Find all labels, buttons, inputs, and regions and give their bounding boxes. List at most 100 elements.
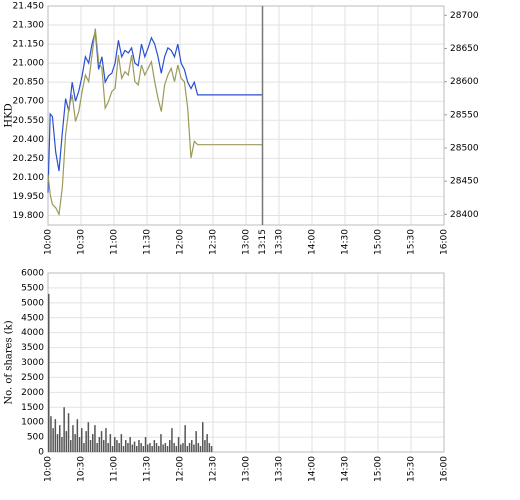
volume-bar	[138, 440, 140, 452]
volume-bar	[175, 446, 178, 452]
volume-bar	[50, 416, 52, 452]
y-axis-label: HKD	[4, 103, 15, 127]
y-tick-label: 0	[38, 448, 44, 458]
volume-bar	[184, 425, 186, 452]
y-tick-label: 5500	[21, 283, 44, 293]
volume-bar	[103, 440, 105, 452]
volume-bar	[81, 428, 83, 452]
volume-bar	[67, 413, 70, 452]
volume-bar	[129, 437, 131, 452]
y-tick-label: 1000	[21, 418, 44, 428]
volume-bar	[133, 441, 136, 452]
volume-bar	[144, 437, 147, 452]
volume-bar	[210, 446, 213, 452]
y-tick-label: 21.450	[13, 2, 45, 12]
y-axis-label: No. of shares (k)	[4, 320, 15, 404]
x-tick-label: 14:00	[308, 229, 318, 255]
volume-bar	[199, 446, 202, 452]
volume-bar	[98, 437, 101, 452]
x-tick-label: 13:00	[242, 229, 252, 255]
y2-tick-label: 28450	[450, 177, 479, 187]
x-tick-label: 15:30	[407, 229, 417, 255]
volume-bar	[202, 422, 204, 452]
x-tick-label: 10:00	[44, 456, 54, 482]
y-tick-label: 5000	[21, 298, 44, 308]
x-tick-label: 14:30	[341, 456, 351, 482]
y-tick-label: 20.100	[13, 173, 45, 183]
y2-tick-label: 28500	[450, 144, 479, 154]
volume-bar	[74, 434, 76, 452]
volume-bar	[70, 440, 72, 452]
price-line	[47, 28, 263, 217]
y-tick-label: 20.250	[13, 154, 45, 164]
x-tick-label: 10:00	[44, 229, 54, 255]
volume-bar	[105, 428, 107, 452]
volume-bar	[208, 443, 211, 452]
volume-bar	[109, 434, 112, 452]
volume-bar	[122, 446, 125, 452]
volume-bar	[136, 446, 138, 452]
volume-bar	[125, 440, 127, 452]
volume-bar	[78, 437, 81, 452]
y-tick-label: 500	[27, 433, 44, 443]
y-tick-label: 21.150	[13, 40, 45, 50]
volume-bar	[107, 443, 109, 452]
y-tick-label: 19.800	[13, 211, 45, 221]
volume-bar	[142, 446, 145, 452]
x-tick-label: 13:30	[275, 229, 285, 255]
x-tick-label: 11:00	[110, 456, 120, 482]
volume-bar	[116, 440, 118, 452]
y2-tick-label: 28650	[450, 44, 479, 54]
volume-bar	[54, 419, 57, 452]
y-tick-label: 2500	[21, 373, 44, 383]
volume-bar	[193, 444, 195, 452]
volume-bar	[151, 446, 153, 452]
y-tick-label: 20.850	[13, 78, 45, 88]
volume-bar	[111, 446, 114, 452]
price-line	[47, 31, 263, 193]
y-tick-label: 3500	[21, 343, 44, 353]
x-tick-label: 15:00	[374, 456, 384, 482]
volume-bar	[182, 443, 184, 452]
volume-bar	[96, 443, 98, 452]
volume-bar	[153, 440, 156, 452]
plot-frame	[47, 5, 445, 226]
x-tick-label: 11:30	[143, 229, 153, 255]
volume-bar	[118, 443, 120, 452]
volume-bar	[94, 425, 96, 452]
volume-bar	[92, 434, 94, 452]
x-tick-label: 12:00	[176, 456, 186, 482]
y2-tick-label: 28550	[450, 110, 479, 120]
x-tick-label: 15:00	[374, 229, 384, 255]
y2-tick-label: 28700	[450, 11, 479, 21]
volume-bar	[173, 443, 175, 452]
volume-bar	[65, 431, 68, 452]
y-tick-label: 2000	[21, 388, 44, 398]
y-tick-label: 4000	[21, 328, 44, 338]
y-tick-label: 20.700	[13, 97, 45, 107]
volume-bar	[180, 444, 182, 452]
y2-tick-label: 28400	[450, 210, 479, 220]
volume-bar	[164, 443, 167, 452]
x-tick-label: 10:30	[77, 456, 87, 482]
volume-bar	[56, 434, 59, 452]
x-tick-label: 11:00	[110, 229, 120, 255]
y-tick-label: 20.550	[13, 116, 45, 126]
x-tick-label: 11:30	[143, 456, 153, 482]
volume-bar	[191, 440, 193, 452]
volume-bar	[160, 434, 162, 452]
y-tick-label: 19.950	[13, 192, 45, 202]
volume-bar	[149, 443, 151, 452]
volume-bar	[87, 422, 90, 452]
x-tick-label: 14:00	[308, 456, 318, 482]
volume-bar	[131, 444, 134, 452]
volume-bar	[120, 434, 123, 452]
volume-bar	[206, 434, 208, 452]
volume-bar	[166, 446, 169, 452]
volume-bar	[188, 443, 191, 452]
volume-bar	[59, 425, 61, 452]
x-tick-label: 13:00	[242, 456, 252, 482]
x-tick-label: 14:30	[341, 229, 351, 255]
volume-bar	[140, 443, 142, 452]
